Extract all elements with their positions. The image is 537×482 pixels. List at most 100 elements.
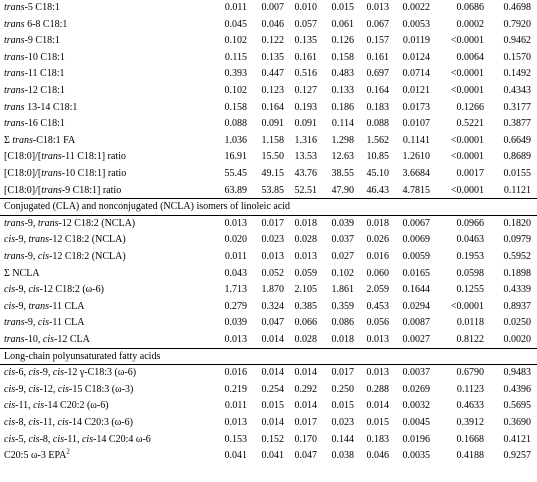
value-cell: 0.5695 — [503, 400, 532, 412]
label-segment: cis — [57, 417, 69, 428]
label-segment: trans — [12, 134, 33, 146]
value-cell: 0.4343 — [503, 85, 532, 96]
value-cell: 0.018 — [331, 334, 355, 345]
label-segment: trans — [4, 51, 25, 63]
label-segment: -11 C18:1] ratio — [61, 151, 126, 163]
row-label: trans-10 C18:1 — [4, 50, 65, 66]
value-cell: 0.0155 — [503, 168, 532, 179]
value-cell: 0.052 — [261, 267, 285, 279]
value-cell: 0.026 — [366, 234, 390, 246]
value-cell: 0.170 — [294, 433, 318, 445]
value-cell: 0.219 — [224, 383, 248, 395]
label-segment: -9, — [24, 317, 38, 329]
section-header-row: Conjugated (CLA) and nonconjugated (NCLA… — [0, 199, 537, 215]
value-cell: <0.0001 — [450, 151, 484, 163]
label-segment: -12 C18:2 (NCLA) — [49, 234, 126, 246]
label-segment: -8, — [15, 417, 29, 428]
value-cell: 0.144 — [331, 433, 355, 445]
value-cell: 0.161 — [366, 51, 390, 63]
value-cell: 0.4396 — [503, 383, 532, 395]
value-cell: 0.0107 — [402, 118, 431, 130]
value-cell: 3.6684 — [402, 168, 431, 179]
label-segment: -14 C20:2 (ω-6) — [44, 400, 109, 412]
row-label: cis-9, cis-12, cis-15 C18:3 (ω-3) — [4, 382, 133, 398]
value-cell: 0.015 — [261, 400, 285, 412]
value-cell: 1.2610 — [402, 151, 431, 163]
value-cell: 0.127 — [294, 85, 318, 96]
row-label: cis-8, cis-11, cis-14 C20:3 (ω-6) — [4, 415, 133, 431]
label-segment: -9, — [24, 217, 38, 229]
value-cell: 15.50 — [261, 151, 285, 163]
row-label: trans-9, cis-12 C18:2 (NCLA) — [4, 249, 126, 265]
value-cell: 0.161 — [294, 51, 318, 63]
table-row: trans-5 C18:1 0.011 0.007 0.010 0.015 0.013 0.… — [0, 0, 537, 16]
label-segment: cis — [42, 334, 55, 345]
value-cell: 0.023 — [261, 234, 285, 246]
label-segment: -12 γ-C18:3 (ω-6) — [64, 367, 137, 379]
value-cell: 0.3177 — [503, 101, 532, 113]
label-segment: -11, — [64, 433, 82, 445]
label-segment: [C18:0]/[ — [4, 151, 42, 163]
label-segment: cis — [4, 284, 16, 296]
label-segment: -12 C18:2 (ω-6) — [39, 284, 104, 296]
label-segment: -6, — [15, 367, 29, 379]
value-cell: 0.047 — [261, 317, 285, 329]
value-cell: 0.086 — [331, 317, 355, 329]
label-segment: trans — [4, 334, 25, 345]
value-cell: 0.041 — [224, 450, 248, 462]
section-title: Conjugated (CLA) and nonconjugated (NCLA… — [4, 201, 291, 213]
table-row: Σ trans-C18:1 FA 1.036 1.158 1.316 1.298 1.56… — [0, 133, 537, 149]
value-cell: 0.0119 — [402, 35, 430, 47]
value-cell: 0.020 — [224, 234, 248, 246]
value-cell: 0.014 — [294, 400, 318, 412]
value-cell: 0.4698 — [503, 2, 532, 13]
value-cell: 0.0002 — [456, 18, 485, 30]
row-label: C20:5 ω-3 EPA2 — [4, 448, 70, 464]
value-cell: 0.1668 — [456, 433, 485, 445]
section-title: Long-chain polyunsaturated fatty acids — [4, 350, 161, 362]
value-cell: 0.027 — [331, 251, 355, 262]
row-label: cis-9, cis-12 C18:2 (ω-6) — [4, 282, 104, 298]
value-cell: 0.011 — [224, 2, 247, 13]
value-cell: 0.157 — [366, 35, 390, 47]
value-cell: 0.067 — [366, 18, 390, 30]
value-cell: 0.126 — [331, 35, 355, 47]
value-cell: 0.5952 — [503, 251, 532, 262]
value-cell: 0.014 — [261, 334, 285, 345]
value-cell: 1.870 — [261, 284, 285, 296]
row-label: cis-9, trans-12 C18:2 (NCLA) — [4, 232, 126, 248]
label-segment: -8, — [39, 433, 53, 445]
label-segment: -11, — [15, 400, 34, 412]
value-cell: 0.013 — [294, 251, 318, 262]
label-segment: -11 C18:1 — [24, 68, 65, 80]
value-cell: 0.014 — [261, 367, 285, 379]
value-cell: 0.3690 — [503, 417, 532, 428]
value-cell: 0.0269 — [402, 383, 431, 395]
value-cell: 0.123 — [261, 85, 285, 96]
label-segment: cis — [28, 383, 40, 395]
table-row: trans 6-8 C18:1 0.045 0.046 0.057 0.061 0.067… — [0, 17, 537, 33]
table-row: trans-11 C18:1 0.393 0.447 0.516 0.483 0.697 0… — [0, 66, 537, 82]
label-segment: -9, — [39, 367, 53, 379]
label-segment: -15 C18:3 (ω-3) — [69, 383, 134, 395]
value-cell: <0.0001 — [450, 35, 484, 47]
value-cell: 0.1255 — [456, 284, 485, 296]
table-row: cis-9, cis-12, cis-15 C18:3 (ω-3) 0.219 0.… — [0, 382, 537, 398]
table-row: trans-12 C18:1 0.102 0.123 0.127 0.133 0.164 0… — [0, 83, 537, 99]
table-row: [C18:0]/[trans-11 C18:1] ratio 16.91 15.50… — [0, 149, 537, 165]
value-cell: 2.105 — [294, 284, 318, 296]
value-cell: 0.011 — [224, 251, 247, 262]
value-cell: 0.158 — [224, 101, 248, 113]
value-cell: 0.013 — [366, 334, 390, 345]
value-cell: 0.1266 — [456, 101, 485, 113]
value-cell: 0.0714 — [402, 68, 431, 80]
label-segment: trans — [4, 251, 25, 262]
value-cell: 0.014 — [261, 417, 285, 428]
value-cell: 0.091 — [261, 118, 285, 130]
label-segment: -11 CLA — [49, 300, 85, 312]
value-cell: 0.0173 — [402, 101, 431, 113]
value-cell: 0.0966 — [456, 217, 485, 229]
label-segment: trans — [41, 168, 62, 179]
label-segment: 6-8 C18:1 — [24, 18, 68, 30]
